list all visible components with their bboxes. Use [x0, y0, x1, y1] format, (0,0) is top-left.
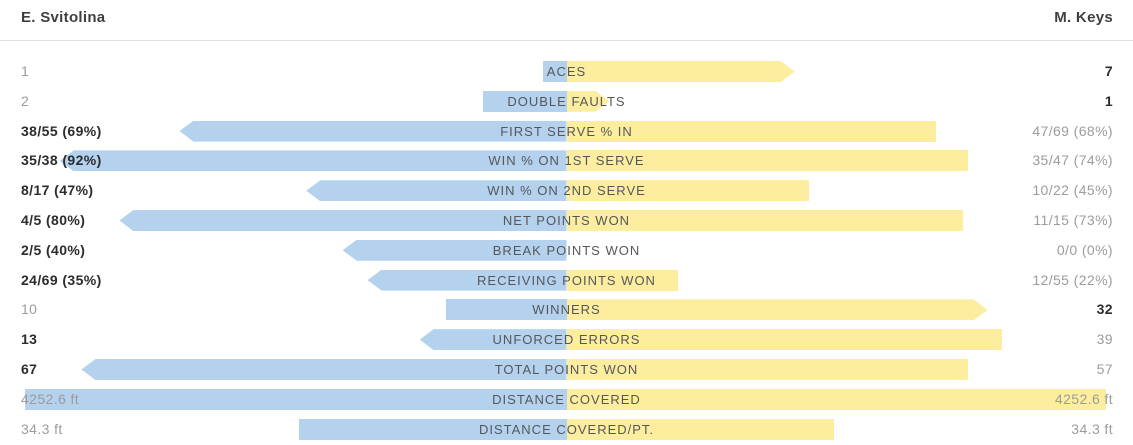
stat-label: BREAK POINTS WON: [492, 242, 641, 258]
left-bar: [299, 418, 567, 440]
left-value: 34.3 ft: [21, 420, 63, 437]
right-bar: [566, 329, 1002, 351]
right-value: 47/69 (68%): [1032, 122, 1113, 139]
stat-row: WIN % ON 1ST SERVE 35/38 (92%) 35/47 (74…: [0, 146, 1133, 176]
right-value: 34.3 ft: [1071, 420, 1113, 437]
stat-label: DOUBLE FAULTS: [507, 93, 626, 109]
stat-row: TOTAL POINTS WON 67 57: [0, 355, 1133, 385]
right-value: 1: [1104, 92, 1113, 109]
right-bar: [566, 388, 1107, 410]
stat-row: FIRST SERVE % IN 38/55 (69%) 47/69 (68%): [0, 117, 1133, 147]
right-bar: [566, 209, 963, 231]
right-value: 35/47 (74%): [1032, 152, 1113, 169]
stat-label: UNFORCED ERRORS: [492, 332, 641, 348]
right-bar: [566, 358, 968, 380]
left-value: 35/38 (92%): [21, 152, 102, 169]
right-value: 7: [1104, 63, 1113, 79]
left-value: 1: [21, 63, 30, 79]
stat-label: FIRST SERVE % IN: [500, 123, 633, 139]
left-value: 4252.6 ft: [21, 390, 80, 407]
left-value: 4/5 (80%): [21, 211, 86, 228]
stat-row: NET POINTS WON 4/5 (80%) 11/15 (73%): [0, 206, 1133, 236]
left-bar: [419, 329, 567, 351]
left-bar: [367, 269, 567, 291]
left-value: 13: [21, 331, 38, 348]
right-bar: [566, 269, 678, 291]
left-bar: [542, 61, 567, 82]
right-value: 10/22 (45%): [1032, 182, 1113, 199]
right-bar: [567, 61, 795, 82]
left-value: 2: [21, 92, 30, 109]
stat-label: DISTANCE COVERED: [492, 391, 641, 407]
left-bar: [342, 239, 567, 261]
right-value: 57: [1096, 360, 1113, 377]
left-bar: [482, 90, 567, 112]
left-value: 24/69 (35%): [21, 271, 102, 288]
right-bar: [566, 120, 936, 142]
stat-row: UNFORCED ERRORS 13 39: [0, 325, 1133, 355]
stat-label: WIN % ON 1ST SERVE: [488, 153, 645, 169]
left-value: 10: [21, 301, 38, 318]
left-bar: [119, 209, 567, 231]
stat-label: WIN % ON 2ND SERVE: [487, 183, 646, 199]
left-bar: [59, 150, 567, 172]
left-value: 38/55 (69%): [21, 122, 102, 139]
left-bar: [306, 180, 567, 202]
left-bar: [81, 358, 567, 380]
right-player-name: M. Keys: [1054, 9, 1113, 26]
stat-row: ACES 1 7: [0, 57, 1133, 87]
stat-row: RECEIVING POINTS WON 24/69 (35%) 12/55 (…: [0, 266, 1133, 296]
left-player-name: E. Svitolina: [21, 9, 106, 26]
right-value: 12/55 (22%): [1032, 271, 1113, 288]
right-bar: [566, 180, 810, 202]
left-bar: [179, 120, 567, 142]
stat-label: WINNERS: [532, 302, 601, 318]
right-value: 4252.6 ft: [1054, 390, 1113, 407]
left-value: 8/17 (47%): [21, 182, 94, 199]
left-value: 67: [21, 360, 38, 377]
stat-label: ACES: [546, 64, 587, 79]
stats-rows: ACES 1 7 DOUBLE FAULTS 2 1 FIRST SERVE %…: [0, 41, 1133, 444]
stat-row: WINNERS 10 32: [0, 295, 1133, 325]
stat-label: RECEIVING POINTS WON: [477, 272, 656, 288]
stat-row: DOUBLE FAULTS 2 1: [0, 87, 1133, 117]
left-bar: [445, 299, 567, 321]
left-bar: [24, 388, 567, 410]
stat-row: DISTANCE COVERED 4252.6 ft 4252.6 ft: [0, 385, 1133, 415]
right-value: 11/15 (73%): [1033, 211, 1113, 228]
stat-row: BREAK POINTS WON 2/5 (40%) 0/0 (0%): [0, 236, 1133, 266]
right-value: 32: [1096, 301, 1113, 318]
right-bar: [566, 418, 834, 440]
right-value: 0/0 (0%): [1056, 241, 1113, 258]
stat-label: TOTAL POINTS WON: [494, 361, 639, 377]
right-bar: [566, 150, 968, 172]
right-bar: [567, 91, 610, 112]
stat-row: DISTANCE COVERED/PT. 34.3 ft 34.3 ft: [0, 415, 1133, 445]
right-bar: [567, 299, 988, 320]
stat-row: WIN % ON 2ND SERVE 8/17 (47%) 10/22 (45%…: [0, 176, 1133, 206]
stat-label: NET POINTS WON: [502, 212, 631, 228]
stat-label: DISTANCE COVERED/PT.: [478, 421, 655, 437]
left-value: 2/5 (40%): [21, 241, 86, 258]
right-value: 39: [1096, 331, 1113, 348]
players-header: E. Svitolina M. Keys: [0, 0, 1133, 41]
